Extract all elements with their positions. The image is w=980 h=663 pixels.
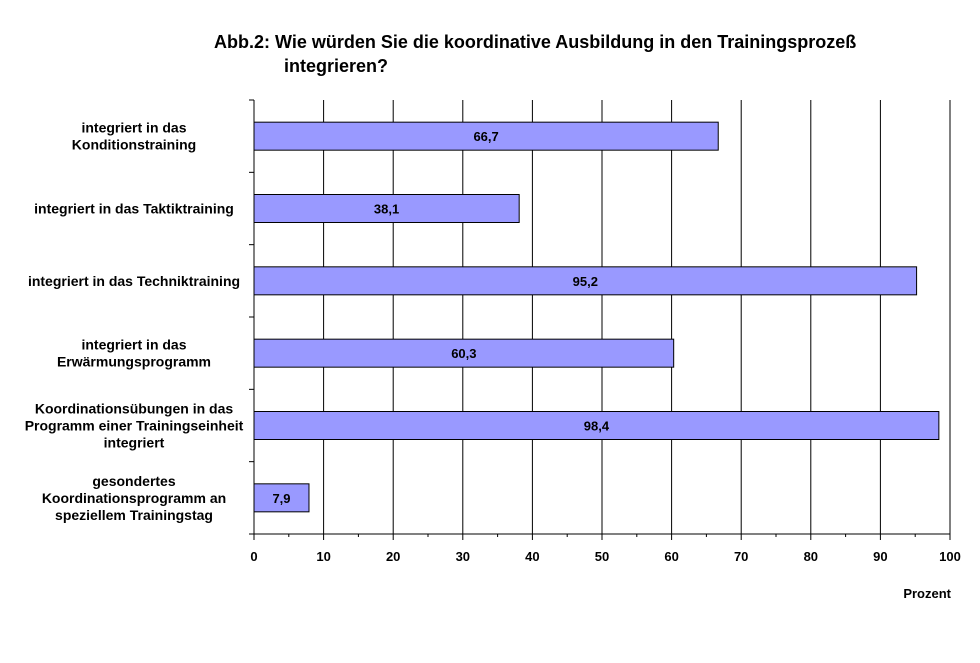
- x-tick-label: 80: [804, 549, 818, 564]
- bar: [253, 338, 675, 368]
- x-axis-label: Prozent: [903, 586, 951, 601]
- chart-title-line-2: integrieren?: [284, 56, 389, 76]
- category-label-line: Koordinationsübungen in das: [35, 401, 234, 417]
- category-label-line: integriert in das: [81, 337, 186, 353]
- category-label: integriert in das Erwärmungsprogramm: [57, 337, 211, 370]
- x-tick-label: 90: [873, 549, 887, 564]
- category-label-line: speziellem Trainingstag: [55, 507, 213, 523]
- category-label-line: integriert in das: [81, 120, 186, 136]
- bar-value-label: 95,2: [573, 274, 598, 289]
- bar-value-label: 60,3: [451, 346, 476, 361]
- bar: [253, 266, 918, 296]
- category-label: integriert in das Konditionstraining: [72, 120, 196, 153]
- category-label-line: Konditionstraining: [72, 137, 196, 153]
- bar: [253, 194, 520, 223]
- category-label: gesondertes Koordinationsprogramm an spezi…: [42, 473, 226, 523]
- bar-value-label: 38,1: [374, 202, 399, 217]
- category-label-line: integriert in das Techniktraining: [28, 273, 240, 289]
- category-label-line: Erwärmungsprogramm: [57, 354, 211, 370]
- x-tick-label: 70: [734, 549, 748, 564]
- x-tick-label: 20: [386, 549, 400, 564]
- bar: [253, 411, 940, 440]
- x-tick-label: 60: [664, 549, 678, 564]
- category-label: Koordinationsübungen in das Programm eine…: [25, 401, 244, 451]
- x-tick-label: 10: [316, 549, 330, 564]
- x-tick-label: 40: [525, 549, 539, 564]
- chart-title-line-1: Abb.2: Wie würden Sie die koordinative A…: [214, 32, 857, 52]
- bar-value-label: 98,4: [584, 419, 610, 434]
- category-label-line: integriert in das Taktiktraining: [34, 201, 234, 217]
- x-tick-label: 30: [456, 549, 470, 564]
- x-tick-label: 100: [939, 549, 961, 564]
- chart-title: Abb.2: Wie würden Sie die koordinative A…: [214, 30, 954, 78]
- category-label-line: Koordinationsprogramm an: [42, 490, 226, 506]
- bar-value-label: 66,7: [473, 129, 498, 144]
- category-label: integriert in das Taktiktraining: [34, 201, 234, 217]
- category-label-line: integriert: [104, 435, 165, 451]
- category-label-line: Programm einer Trainingseinheit: [25, 418, 244, 434]
- bar: [253, 483, 310, 513]
- x-tick-label: 50: [595, 549, 609, 564]
- bar: [253, 121, 719, 151]
- category-label-line: gesondertes: [92, 473, 175, 489]
- bar-value-label: 7,9: [272, 491, 290, 506]
- x-tick-label: 0: [250, 549, 257, 564]
- category-label: integriert in das Techniktraining: [28, 273, 240, 289]
